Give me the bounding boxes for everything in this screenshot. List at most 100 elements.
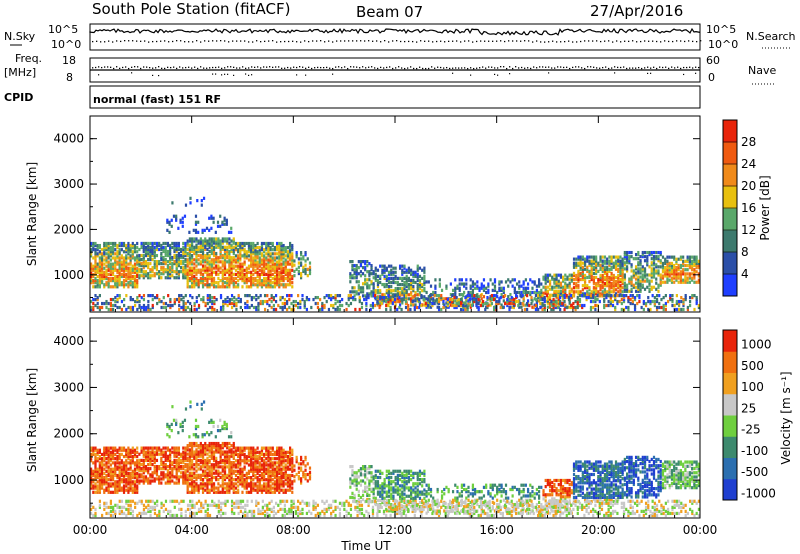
range-cell xyxy=(561,293,564,298)
range-cell xyxy=(96,254,99,258)
range-cell xyxy=(114,274,117,279)
range-cell xyxy=(643,275,647,279)
range-cell xyxy=(239,274,242,279)
range-cell xyxy=(260,241,264,246)
range-cell xyxy=(546,277,549,281)
range-cell xyxy=(164,251,167,256)
range-cell xyxy=(572,277,576,282)
range-cell xyxy=(682,259,685,263)
range-cell xyxy=(127,262,130,266)
range-cell xyxy=(599,273,602,278)
range-cell xyxy=(260,262,264,266)
range-cell xyxy=(601,263,604,267)
noise-search-point xyxy=(372,40,374,42)
range-cell xyxy=(281,305,284,310)
range-cell xyxy=(221,247,224,251)
range-cell xyxy=(206,258,209,262)
noise-search-point xyxy=(232,40,234,42)
range-cell xyxy=(336,305,339,310)
range-cell xyxy=(96,268,99,272)
range-cell xyxy=(125,262,128,266)
range-cell xyxy=(617,279,620,284)
range-cell xyxy=(263,248,266,252)
range-cell xyxy=(107,262,110,266)
range-cell xyxy=(606,275,609,280)
noise-panel: N.Sky 10^5 10^0 10^5 10^0 N.Search xyxy=(4,23,796,51)
range-cell xyxy=(568,281,571,285)
range-cell xyxy=(169,276,172,280)
range-cell xyxy=(684,276,687,280)
range-cell xyxy=(273,281,277,285)
range-cell xyxy=(385,295,388,300)
range-cell xyxy=(100,266,104,270)
range-cell xyxy=(98,268,101,272)
range-cell xyxy=(376,280,380,285)
nave-point xyxy=(428,67,430,70)
range-cell xyxy=(695,257,698,261)
range-cell xyxy=(129,270,132,274)
range-cell xyxy=(306,274,309,278)
range-cell xyxy=(278,276,281,281)
range-cell xyxy=(158,276,161,280)
range-cell xyxy=(103,482,106,486)
range-cell xyxy=(138,462,141,467)
nave-outlier xyxy=(224,73,226,75)
range-cell xyxy=(267,276,270,281)
range-cell xyxy=(535,288,538,292)
range-cell xyxy=(182,262,185,266)
nave-point xyxy=(323,66,325,69)
range-cell xyxy=(107,276,110,281)
range-cell xyxy=(366,260,369,264)
range-cell xyxy=(595,263,598,267)
range-cell xyxy=(247,250,251,254)
range-cell xyxy=(226,268,229,272)
range-cell xyxy=(215,241,218,245)
range-cell xyxy=(574,305,577,310)
range-cell xyxy=(127,448,130,452)
range-cell xyxy=(122,264,126,268)
range-cell xyxy=(383,274,386,278)
range-cell xyxy=(232,276,235,281)
range-cell xyxy=(158,481,161,485)
nave-outlier xyxy=(548,72,550,74)
range-cell xyxy=(385,289,388,293)
range-cell xyxy=(243,260,246,264)
range-cell xyxy=(131,469,134,473)
range-cell xyxy=(448,297,452,302)
range-cell xyxy=(459,303,463,308)
range-cell xyxy=(512,301,516,306)
noise-search-point xyxy=(436,40,438,43)
range-cell xyxy=(212,237,216,241)
range-cell xyxy=(250,264,253,268)
range-cell xyxy=(267,246,270,250)
range-cell xyxy=(250,256,253,260)
range-cell xyxy=(182,260,185,264)
range-cell xyxy=(592,282,596,286)
range-cell xyxy=(349,295,353,300)
range-cell xyxy=(230,274,233,279)
nave-point xyxy=(680,67,682,70)
range-cell xyxy=(504,280,508,284)
range-cell xyxy=(354,297,357,302)
noise-search-point xyxy=(332,41,334,43)
range-cell xyxy=(533,280,536,284)
range-cell xyxy=(564,305,567,309)
range-cell xyxy=(208,262,211,266)
nave-point xyxy=(404,67,406,70)
noise-search-point xyxy=(148,41,150,43)
range-cell xyxy=(149,293,152,298)
range-cell xyxy=(166,456,170,460)
noise-search-point xyxy=(284,40,286,43)
nave-point xyxy=(317,66,319,69)
range-cell xyxy=(133,454,137,459)
range-cell xyxy=(649,301,652,306)
range-cell xyxy=(149,473,152,477)
range-cell xyxy=(540,295,543,299)
range-cell xyxy=(175,243,178,248)
range-cell xyxy=(90,243,93,248)
range-cell xyxy=(555,279,558,283)
range-cell xyxy=(234,260,238,264)
noise-search-point xyxy=(448,40,450,42)
range-cell xyxy=(206,262,209,266)
range-cell xyxy=(164,262,167,266)
